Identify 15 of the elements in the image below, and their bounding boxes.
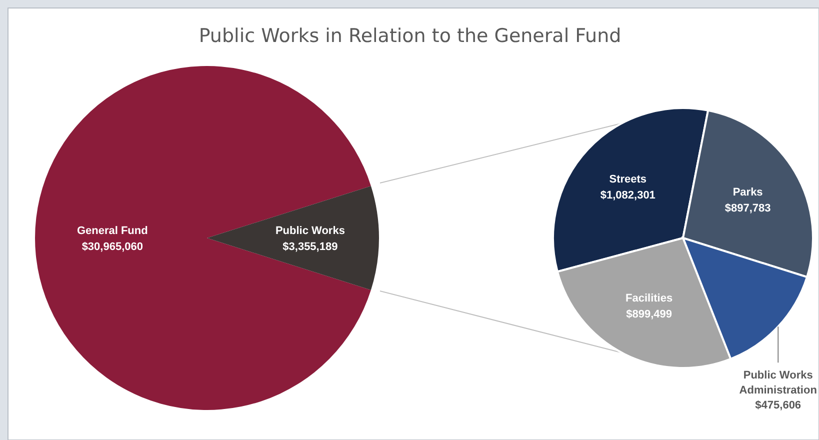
data-label: $30,965,060 xyxy=(82,241,143,253)
pie-slice xyxy=(35,66,371,410)
slice-label: Public Works xyxy=(275,225,345,237)
data-label: $899,499 xyxy=(626,308,672,320)
data-label: $897,783 xyxy=(724,202,771,214)
slice-label: Facilities xyxy=(626,292,673,304)
chart-title: Public Works in Relation to the General Fund xyxy=(198,25,622,47)
slice-label: Public Works Administration xyxy=(739,370,818,397)
pie-slice xyxy=(207,186,379,290)
slice-label: Streets xyxy=(609,174,647,186)
slice-label: Parks xyxy=(732,186,763,198)
slice-label: General Fund xyxy=(76,225,148,237)
data-label: $1,082,301 xyxy=(600,190,656,202)
data-label: $475,606 xyxy=(755,400,802,412)
data-label: $3,355,189 xyxy=(282,241,338,253)
